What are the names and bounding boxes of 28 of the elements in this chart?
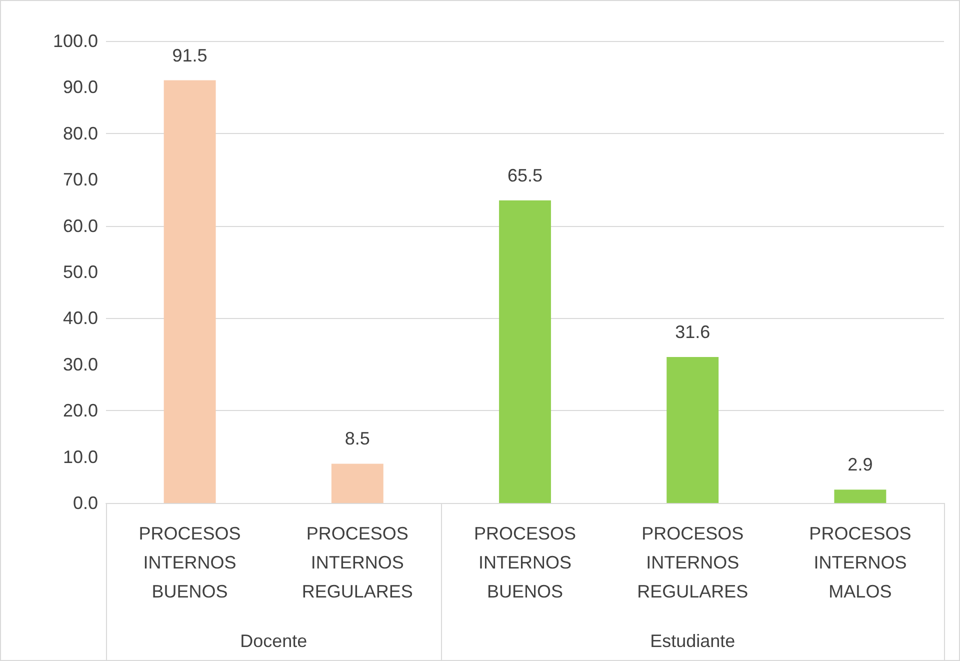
y-tick-label: 20.0 <box>62 400 98 421</box>
y-tick-label: 100.0 <box>52 31 98 51</box>
x-tick-label: PROCESOS INTERNOS REGULARES <box>637 524 748 602</box>
bar <box>834 490 886 503</box>
y-tick-label: 50.0 <box>62 262 98 282</box>
y-tick-label: 80.0 <box>62 123 98 144</box>
data-label: 91.5 <box>172 45 208 66</box>
bar <box>666 357 719 503</box>
data-label: 31.6 <box>675 322 710 342</box>
text: Estudiante <box>650 631 736 651</box>
x-tick-label: PROCESOS INTERNOS BUENOS <box>138 524 241 602</box>
text: Docente <box>240 631 308 651</box>
x-tick-label: PROCESOS INTERNOS BUENOS <box>474 524 576 602</box>
y-tick-label: 30.0 <box>62 354 98 374</box>
y-tick-label: 60.0 <box>62 216 98 236</box>
data-label: 2.9 <box>848 454 873 475</box>
bar <box>499 200 551 503</box>
y-tick-label: 90.0 <box>62 77 98 98</box>
x-tick-label: PROCESOS INTERNOS REGULARES <box>302 524 413 602</box>
y-tick-label: 10.0 <box>62 446 98 467</box>
bar <box>331 464 384 503</box>
y-tick-label: 40.0 <box>62 308 98 328</box>
y-tick-label: 70.0 <box>62 170 98 190</box>
x-tick-label: PROCESOS INTERNOS MALOS <box>809 524 912 602</box>
data-label: 8.5 <box>344 428 370 449</box>
bar <box>164 80 216 503</box>
data-label: 65.5 <box>507 165 543 186</box>
y-tick-label: 0.0 <box>72 493 98 513</box>
